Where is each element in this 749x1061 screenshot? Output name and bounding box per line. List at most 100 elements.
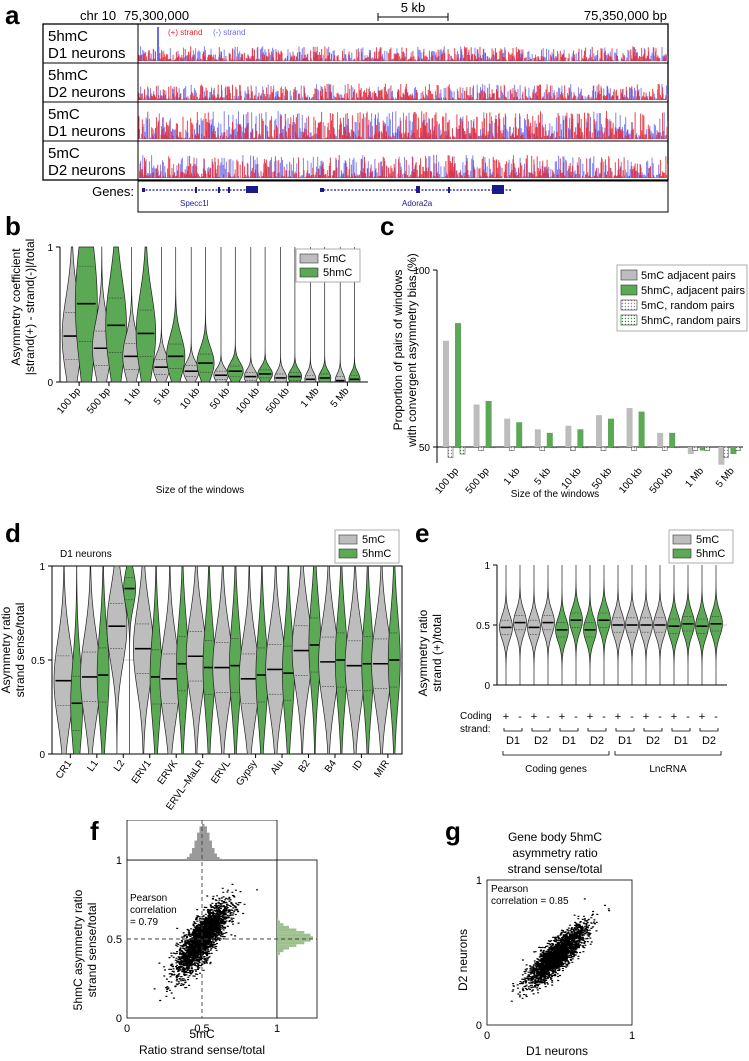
track-label-mark: 5hmC bbox=[48, 67, 88, 84]
e-violin bbox=[681, 565, 695, 685]
e-neuron-label: D1 bbox=[618, 735, 632, 747]
e-strand-sign: - bbox=[574, 711, 578, 723]
c-bar bbox=[490, 446, 496, 449]
chrom-label: chr 10 bbox=[80, 8, 116, 23]
f-hist-bar-y bbox=[277, 933, 311, 937]
f-hist-bar-y bbox=[277, 923, 284, 926]
b-violin-5mc bbox=[213, 247, 229, 383]
e-violin bbox=[667, 565, 681, 685]
track-label-mark: 5hmC bbox=[48, 28, 88, 45]
f-hist-bar-x bbox=[189, 853, 192, 860]
c-bar bbox=[459, 446, 466, 455]
b-plot-area: 0 1 100 bp 500 bp 1 kb 5 kb 10 kb 50 kb 100 kb 50… bbox=[47, 243, 368, 416]
f-ylabel-line1: 5hmC asymmetry ratio bbox=[71, 889, 85, 1010]
c-xtick-label: 50 kb bbox=[590, 466, 614, 492]
e-violin bbox=[499, 565, 513, 685]
g-title-line2: asymmetry ratio bbox=[512, 846, 598, 860]
c-bar bbox=[692, 446, 699, 451]
c-legend-swatch-3 bbox=[620, 314, 638, 326]
e-strand-sign: - bbox=[546, 711, 550, 723]
f-hist-bar-y bbox=[277, 928, 297, 932]
f-ytick-label: 0 bbox=[116, 1013, 122, 1025]
panel-c-bar-chart: Proportion of pairs of windows with conv… bbox=[391, 253, 748, 500]
b-xtick-label: 500 bp bbox=[85, 386, 113, 417]
c-bar bbox=[534, 429, 541, 447]
b-legend: 5mC 5hmC bbox=[295, 248, 361, 283]
e-ytick-label: 0.5 bbox=[476, 621, 490, 632]
d-violin-5mc bbox=[133, 565, 154, 755]
c-bar bbox=[631, 446, 637, 451]
e-strand-sign: - bbox=[714, 711, 718, 723]
scale-bar-label: 5 kb bbox=[401, 0, 426, 15]
e-violin bbox=[541, 565, 555, 685]
e-coding-label-line2: strand: bbox=[460, 724, 491, 735]
e-neuron-label: D2 bbox=[534, 735, 548, 747]
f-xtick-label: 0 bbox=[124, 1023, 130, 1035]
c-bar bbox=[687, 447, 694, 455]
track-plus-signal bbox=[138, 83, 667, 100]
d-violin-5hmc bbox=[282, 565, 295, 755]
b-xtick-label: 100 kb bbox=[234, 386, 262, 416]
track-plus-signal bbox=[138, 155, 668, 178]
e-legend-5hmc: 5hmC bbox=[696, 548, 725, 560]
f-hist-bar-y bbox=[277, 946, 290, 950]
f-hist-bar-x bbox=[204, 826, 207, 860]
b-legend-5mc: 5mC bbox=[323, 253, 346, 265]
f-xtick-label: 0.5 bbox=[194, 1023, 209, 1035]
b-xlabel: Size of the windows bbox=[156, 485, 244, 496]
d-violin-5hmc bbox=[308, 565, 322, 755]
strand-plus-label: (+) strand bbox=[168, 28, 202, 37]
e-category-label: LncRNA bbox=[649, 764, 687, 775]
d-violin-5mc bbox=[318, 565, 339, 755]
e-neuron-label: D1 bbox=[674, 735, 688, 747]
c-bar bbox=[735, 446, 741, 451]
e-neuron-bracket bbox=[699, 728, 719, 732]
b-xtick-label: 10 kb bbox=[178, 386, 202, 412]
c-bar bbox=[551, 446, 558, 449]
e-neuron-bracket bbox=[503, 728, 523, 732]
b-legend-5hmc: 5hmC bbox=[323, 267, 352, 279]
panel-letter-g: g bbox=[445, 816, 461, 846]
f-hist-bar-x bbox=[219, 858, 222, 860]
c-bar bbox=[516, 422, 523, 447]
d-ytick-label: 0.5 bbox=[31, 656, 45, 667]
e-strand-sign: + bbox=[615, 711, 621, 723]
gene-specc1l: Specc1l bbox=[142, 186, 258, 208]
b-ylabel-line1: Asymmetry coefficient bbox=[9, 248, 23, 366]
c-bar bbox=[443, 340, 449, 447]
c-bar bbox=[577, 429, 584, 447]
panel-d-violin-chart: D1 neurons Asymmetry ratio strand sense/… bbox=[0, 529, 403, 810]
c-bar bbox=[508, 446, 515, 451]
e-category-bracket bbox=[614, 751, 722, 756]
f-hist-bar-x bbox=[217, 856, 220, 860]
e-neuron-bracket bbox=[531, 728, 551, 732]
e-ytick-label: 1 bbox=[484, 561, 490, 572]
b-violin-5hmc bbox=[318, 247, 332, 383]
f-hist-bar-x bbox=[184, 858, 187, 860]
b-violin-5hmc bbox=[196, 247, 215, 383]
f-xlabel-line1: 5mC bbox=[189, 1027, 215, 1041]
e-neuron-label: D1 bbox=[506, 735, 520, 747]
c-xtick-label: 1 kb bbox=[502, 466, 523, 488]
e-strand-sign: + bbox=[671, 711, 677, 723]
d-violin-5hmc bbox=[176, 565, 189, 755]
panel-letter-b: b bbox=[5, 211, 21, 241]
b-ytick-label: 0 bbox=[47, 378, 53, 389]
c-ylabel-line1: Proportion of pairs of windows bbox=[391, 270, 405, 431]
d-violin-5mc bbox=[185, 565, 207, 755]
c-xtick-label: 10 kb bbox=[560, 466, 584, 492]
d-violin-5hmc bbox=[123, 565, 136, 755]
e-strand-sign: + bbox=[559, 711, 565, 723]
gene-adora2a: Adora2a bbox=[320, 185, 512, 208]
e-ytick-label: 0 bbox=[484, 681, 490, 692]
e-legend-swatch-5mc bbox=[672, 534, 692, 545]
f-hist-bar-x bbox=[209, 840, 212, 860]
f-hist-bar-x bbox=[214, 853, 217, 860]
c-xlabel: Size of the windows bbox=[511, 489, 599, 500]
start-coordinate: 75,300,000 bbox=[124, 8, 189, 23]
panel-g-scatter-chart: Gene body 5hmC asymmetry ratio strand se… bbox=[456, 830, 635, 1058]
track-label-mark: 5mC bbox=[48, 145, 80, 162]
f-hist-bar-x bbox=[187, 856, 190, 860]
strand-minus-label: (-) strand bbox=[213, 28, 245, 37]
track-plus-signal bbox=[138, 46, 667, 61]
